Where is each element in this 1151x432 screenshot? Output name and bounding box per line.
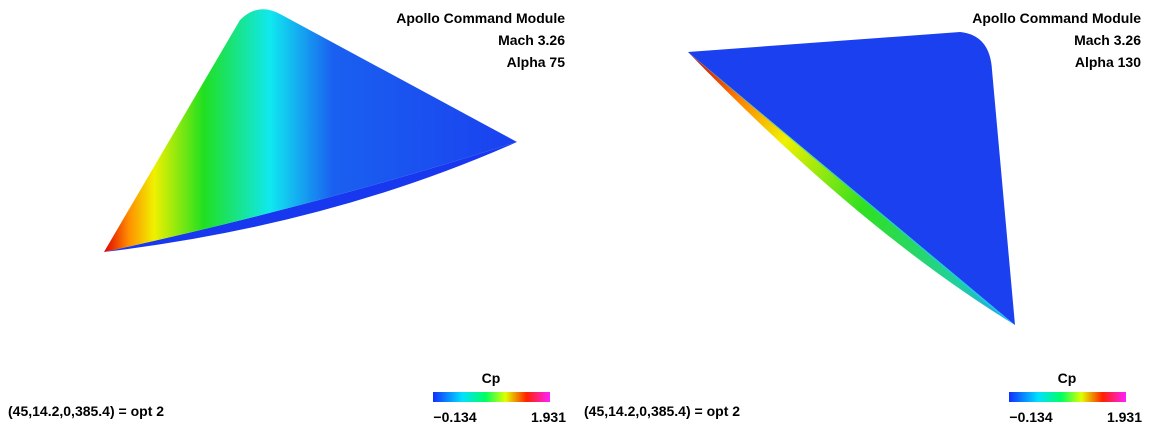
panel: Apollo Command Module Mach 3.26 Alpha 13… [584,10,1142,425]
colorbar [433,392,550,402]
caption: (45,14.2,0,385.4) = opt 2 [584,403,740,419]
title-line: Apollo Command Module [972,10,1141,26]
title-line: Alpha 130 [1075,54,1141,70]
colorbar-max: 1.931 [1107,409,1142,425]
colorbar-label: Cp [482,370,501,386]
title-line: Mach 3.26 [498,32,565,48]
cone-surface [104,9,517,253]
title-line: Apollo Command Module [396,10,565,26]
colorbar-min: −0.134 [433,409,476,425]
colorbar-min: −0.134 [1009,409,1052,425]
title-line: Mach 3.26 [1074,32,1141,48]
cone-edge [688,52,1015,325]
colorbar-label: Cp [1058,370,1077,386]
colorbar [1009,392,1126,402]
colorbar-max: 1.931 [531,409,566,425]
caption: (45,14.2,0,385.4) = opt 2 [8,403,164,419]
cone-surface [688,32,1015,325]
title-line: Alpha 75 [507,54,566,70]
panel: Apollo Command Module Mach 3.26 Alpha 75… [8,10,566,425]
